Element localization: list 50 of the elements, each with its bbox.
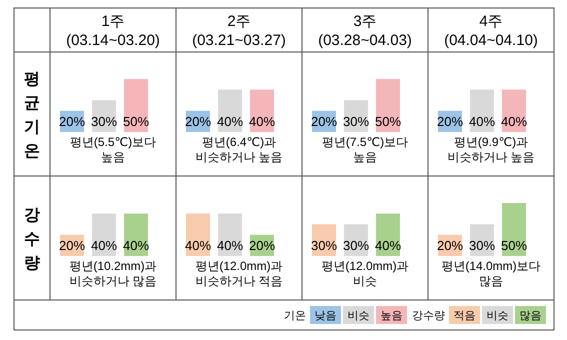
chart-title: 3주 (353, 13, 377, 30)
y-axis-title: 평균기온 (24, 71, 40, 160)
data-label: 40% (468, 114, 496, 129)
chart-title: 1주 (101, 13, 125, 30)
text: 평년(10.2mm)과 비슷하거나 많음 (69, 259, 157, 288)
chart-subtitle: (03.14~03.20) (66, 32, 160, 49)
category-label: 적음 (454, 310, 476, 322)
data-label: 40% (374, 238, 402, 253)
data-label: 50% (374, 114, 402, 129)
text: 평년(14.0mm)보다 많음 (441, 259, 541, 288)
data-label: 30% (90, 114, 118, 129)
data-label: 50% (122, 114, 150, 129)
data-label: 40% (122, 238, 150, 253)
chart-subtitle: (04.04~04.10) (444, 32, 538, 49)
data-label: 20% (248, 238, 276, 253)
text: 평년(12.0mm)과 비슷하거나 적음 (195, 259, 283, 288)
text: 평년(5.5℃)보다 높음 (70, 135, 156, 164)
category-label: 낮음 (314, 310, 336, 322)
data-label: 20% (436, 238, 464, 253)
text: 강수량 (412, 310, 445, 322)
data-label: 40% (248, 114, 276, 129)
text: 평년(7.5℃)보다 높음 (322, 135, 408, 164)
text: 기온 (284, 310, 306, 322)
data-label: 30% (342, 238, 370, 253)
data-label: 20% (184, 114, 212, 129)
category-label: 많음 (520, 310, 542, 322)
data-label: 40% (500, 114, 528, 129)
chart-subtitle: (03.28~04.03) (318, 32, 412, 49)
data-label: 30% (468, 238, 496, 253)
chart-subtitle: (03.21~03.27) (192, 32, 286, 49)
data-label: 30% (342, 114, 370, 129)
data-label: 40% (184, 238, 212, 253)
chart-title: 4주 (479, 13, 503, 30)
text: 평년(9.9℃)과 비슷하거나 높음 (447, 135, 535, 164)
data-label: 40% (216, 114, 244, 129)
data-label: 40% (90, 238, 118, 253)
data-label: 20% (58, 238, 86, 253)
text: 평년(6.4℃)과 비슷하거나 높음 (195, 135, 283, 164)
data-label: 40% (216, 238, 244, 253)
data-label: 30% (310, 238, 338, 253)
data-label: 20% (436, 114, 464, 129)
y-axis-title: 강수량 (24, 207, 40, 272)
data-label: 50% (500, 238, 528, 253)
category-label: 비슷 (486, 310, 508, 322)
data-label: 20% (310, 114, 338, 129)
category-label: 높음 (380, 310, 402, 322)
category-label: 비슷 (348, 310, 370, 322)
data-label: 20% (58, 114, 86, 129)
chart-title: 2주 (227, 13, 251, 30)
text: 평년(12.0mm)과 비슷 (321, 259, 409, 288)
